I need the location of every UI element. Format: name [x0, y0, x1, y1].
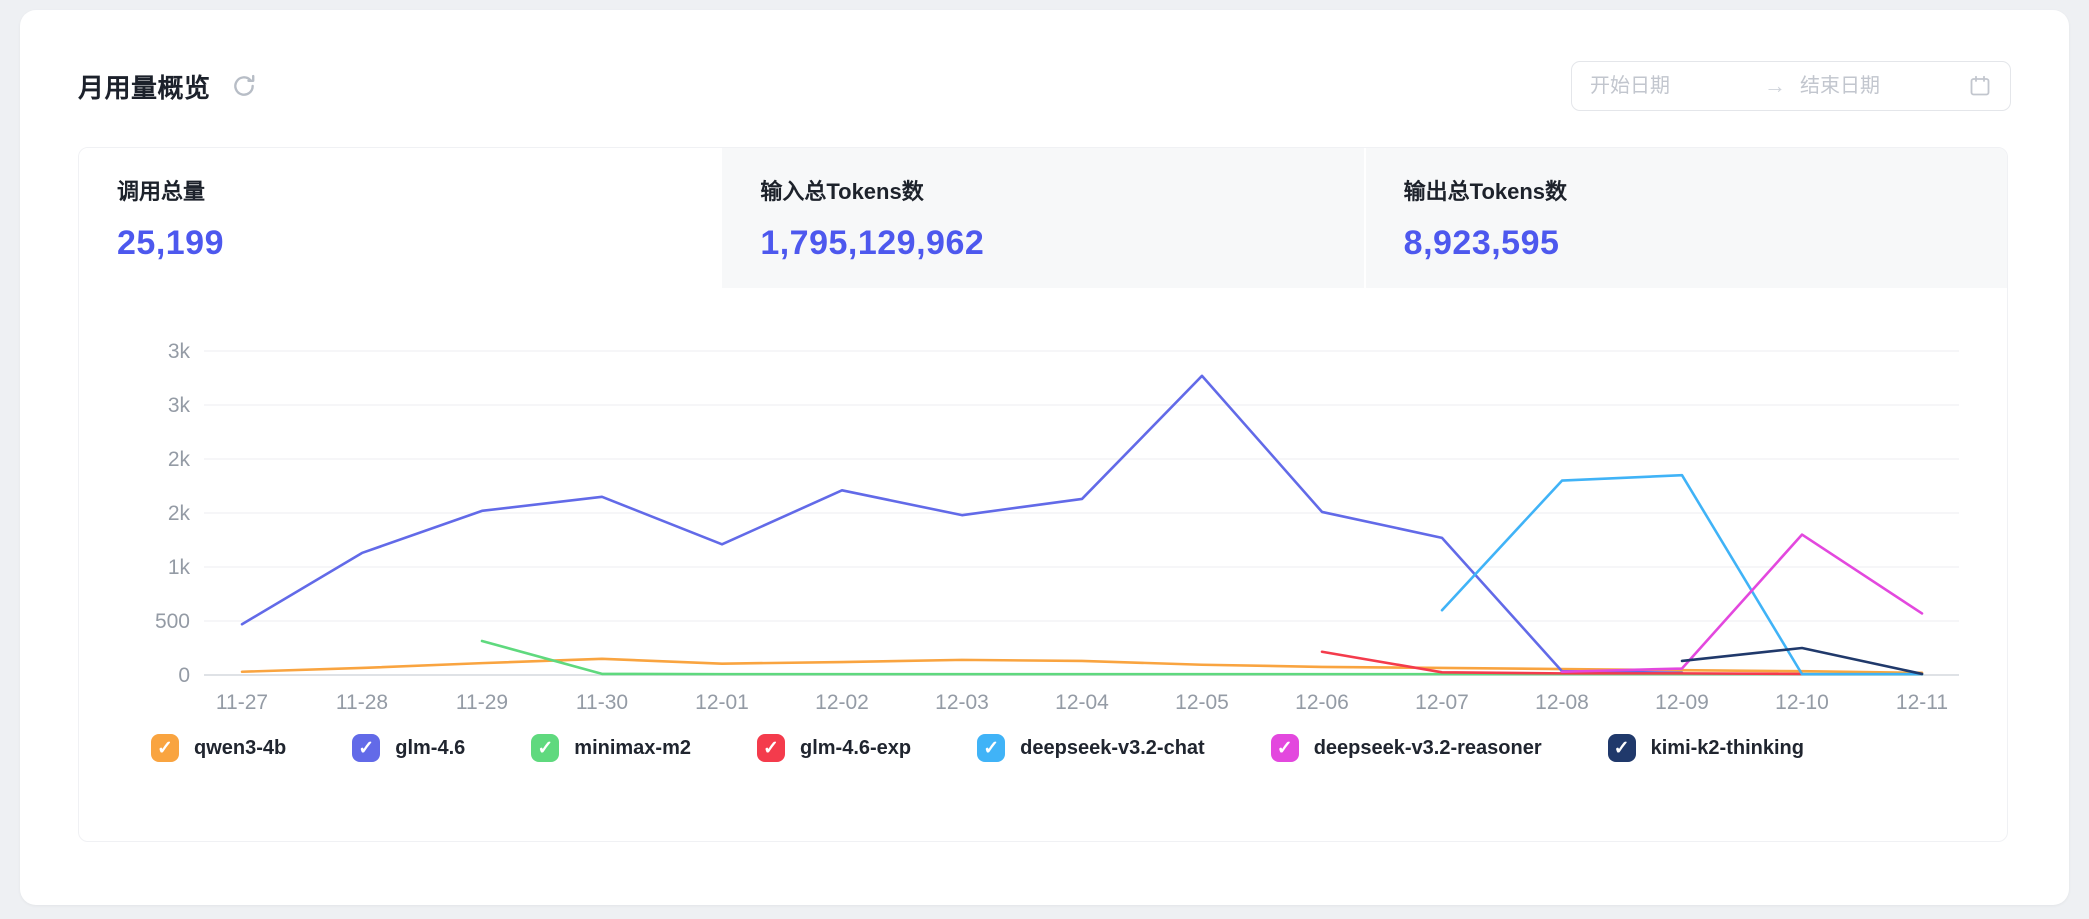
x-axis-tick-label: 12-06: [1295, 691, 1349, 714]
legend-label: deepseek-v3.2-chat: [1020, 736, 1205, 759]
legend-item-glm-4.6-exp[interactable]: ✓ glm-4.6-exp: [757, 734, 911, 762]
checkbox-checked-icon[interactable]: ✓: [352, 734, 381, 762]
x-axis-tick-label: 11-28: [336, 691, 388, 714]
stat-label: 输入总Tokens数: [760, 179, 924, 204]
x-axis-tick-label: 12-08: [1535, 691, 1589, 714]
tab-output-tokens[interactable]: 输出总Tokens数 8,923,595: [1363, 148, 2007, 288]
refresh-icon: [233, 74, 254, 96]
usage-chart[interactable]: 0 500 1k 2k 2k 3k 3k 11-27 11-28 11-29 11-30 12-01 1…: [79, 328, 2007, 728]
legend-item-qwen3-4b[interactable]: ✓ qwen3-4b: [151, 734, 286, 762]
start-date-input[interactable]: [1590, 74, 1750, 98]
legend-label: glm-4.6-exp: [800, 736, 912, 759]
legend-label: minimax-m2: [574, 736, 691, 759]
refresh-button[interactable]: [229, 71, 259, 101]
stat-value: 1,795,129,962: [760, 224, 985, 262]
y-axis-tick-label: 3k: [168, 394, 191, 417]
stat-value: 25,199: [117, 224, 224, 262]
x-axis-tick-label: 12-02: [815, 691, 869, 714]
series-line-qwen3-4b: [240, 657, 1924, 675]
legend-label: glm-4.6: [395, 736, 466, 759]
x-axis-tick-label: 11-27: [216, 691, 268, 714]
panel-header: 月用量概览 →: [78, 60, 2011, 112]
series-line-deepseek-v3.2-chat: [1440, 473, 1924, 676]
legend-label: deepseek-v3.2-reasoner: [1313, 736, 1542, 759]
x-axis-tick-label: 11-30: [576, 691, 628, 714]
stats-tabs: 调用总量 25,199 输入总Tokens数 1,795,129,962 输出总…: [79, 148, 2007, 288]
checkbox-checked-icon[interactable]: ✓: [757, 734, 785, 762]
legend-item-glm-4.6[interactable]: ✓ glm-4.6: [352, 734, 465, 762]
y-axis-tick-label: 2k: [168, 448, 191, 471]
calendar-icon[interactable]: [1968, 74, 1992, 98]
checkbox-checked-icon[interactable]: ✓: [1270, 734, 1299, 762]
chart-canvas[interactable]: 0 500 1k 2k 2k 3k 3k 11-27 11-28 11-29 11-30 12-01 1…: [79, 328, 2007, 728]
x-axis-tick-label: 12-11: [1896, 691, 1948, 714]
x-axis-tick-label: 11-29: [456, 691, 508, 714]
tab-input-tokens[interactable]: 输入总Tokens数 1,795,129,962: [720, 148, 1364, 288]
stats-and-chart-card: 调用总量 25,199 输入总Tokens数 1,795,129,962 输出总…: [78, 147, 2008, 842]
legend-label: qwen3-4b: [194, 736, 287, 759]
checkbox-checked-icon[interactable]: ✓: [531, 734, 560, 762]
legend-item-deepseek-v3.2-chat[interactable]: ✓ deepseek-v3.2-chat: [977, 734, 1205, 762]
legend-item-deepseek-v3.2-reasoner[interactable]: ✓ deepseek-v3.2-reasoner: [1270, 734, 1542, 762]
x-axis-tick-label: 12-04: [1055, 691, 1109, 714]
y-axis-tick-label: 0: [178, 664, 190, 687]
usage-overview-panel: 月用量概览 → 调用总量 25,199: [20, 10, 2069, 905]
stat-label: 输出总Tokens数: [1403, 179, 1568, 204]
series-line-kimi-k2-thinking: [1680, 646, 1924, 676]
end-date-input[interactable]: [1800, 74, 1960, 98]
series-line-glm-4.6: [240, 374, 1684, 675]
page-title: 月用量概览: [78, 72, 211, 103]
legend-item-minimax-m2[interactable]: ✓ minimax-m2: [531, 734, 691, 762]
y-axis-tick-label: 2k: [168, 502, 191, 525]
date-range-picker[interactable]: →: [1571, 61, 2011, 111]
x-axis-tick-label: 12-01: [695, 691, 749, 714]
y-axis-tick-label: 1k: [168, 556, 191, 579]
stat-value: 8,923,595: [1403, 224, 1560, 262]
checkbox-checked-icon[interactable]: ✓: [1607, 734, 1636, 762]
series-line-glm-4.6-exp: [1320, 650, 1804, 676]
x-axis-tick-label: 12-10: [1775, 691, 1829, 714]
range-arrow-icon: →: [1764, 73, 1786, 98]
checkbox-checked-icon[interactable]: ✓: [977, 734, 1006, 762]
y-axis-tick-label: 500: [155, 610, 190, 633]
series-line-deepseek-v3.2-reasoner: [1560, 533, 1924, 674]
tab-total-calls[interactable]: 调用总量 25,199: [79, 148, 721, 288]
chart-legend: ✓ qwen3-4b ✓ glm-4.6 ✓ minimax-m2 ✓ glm-4.6-exp…: [151, 734, 2007, 762]
stat-label: 调用总量: [117, 179, 206, 204]
x-axis-tick-label: 12-03: [935, 691, 989, 714]
x-axis-tick-label: 12-05: [1175, 691, 1229, 714]
y-axis-tick-label: 3k: [168, 340, 191, 363]
legend-item-kimi-k2-thinking[interactable]: ✓ kimi-k2-thinking: [1607, 734, 1804, 762]
checkbox-checked-icon[interactable]: ✓: [151, 734, 179, 762]
x-axis-tick-label: 12-09: [1655, 691, 1709, 714]
legend-label: kimi-k2-thinking: [1650, 736, 1804, 759]
x-axis-tick-label: 12-07: [1415, 691, 1469, 714]
